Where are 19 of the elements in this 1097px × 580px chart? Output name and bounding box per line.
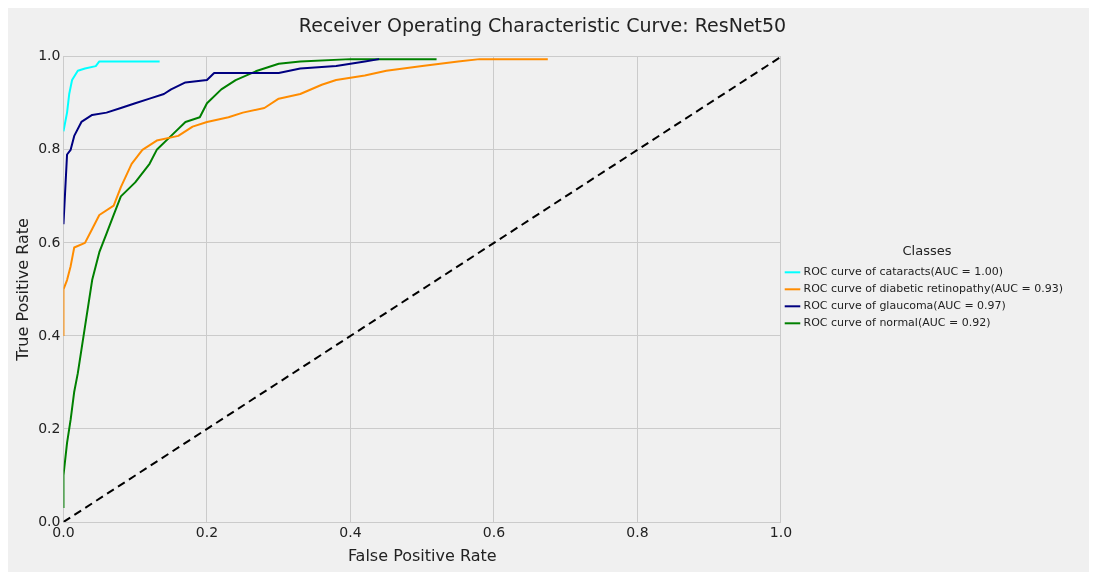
legend-label: ROC curve of normal(AUC = 0.92) (803, 316, 991, 330)
y-tick-label: 1.0 (38, 47, 61, 64)
x-tick-label: 1.0 (769, 524, 793, 541)
legend-label: ROC curve of diabetic retinopathy(AUC = 0.93) (803, 282, 1063, 296)
y-tick-label: 0.4 (38, 326, 61, 343)
x-tick-label: 0.4 (339, 524, 362, 541)
x-tick-label: 0.6 (482, 524, 506, 541)
x-tick-label: 0.0 (52, 524, 75, 541)
x-tick-label: 0.8 (626, 524, 649, 541)
x-tick-label: 0.2 (195, 524, 219, 541)
legend-title: Classes (902, 243, 952, 259)
y-tick-label: 0.8 (38, 140, 61, 157)
y-axis-title: True Positive Rate (12, 218, 32, 362)
legend-label: ROC curve of cataracts(AUC = 1.00) (803, 265, 1004, 279)
legend-label: ROC curve of glaucoma(AUC = 0.97) (803, 299, 1006, 313)
x-axis-title: False Positive Rate (347, 545, 497, 565)
y-tick-label: 0.2 (38, 419, 61, 436)
y-tick-label: 0.6 (38, 233, 61, 250)
chart-title: Receiver Operating Characteristic Curve: ResNet50 (298, 14, 787, 37)
